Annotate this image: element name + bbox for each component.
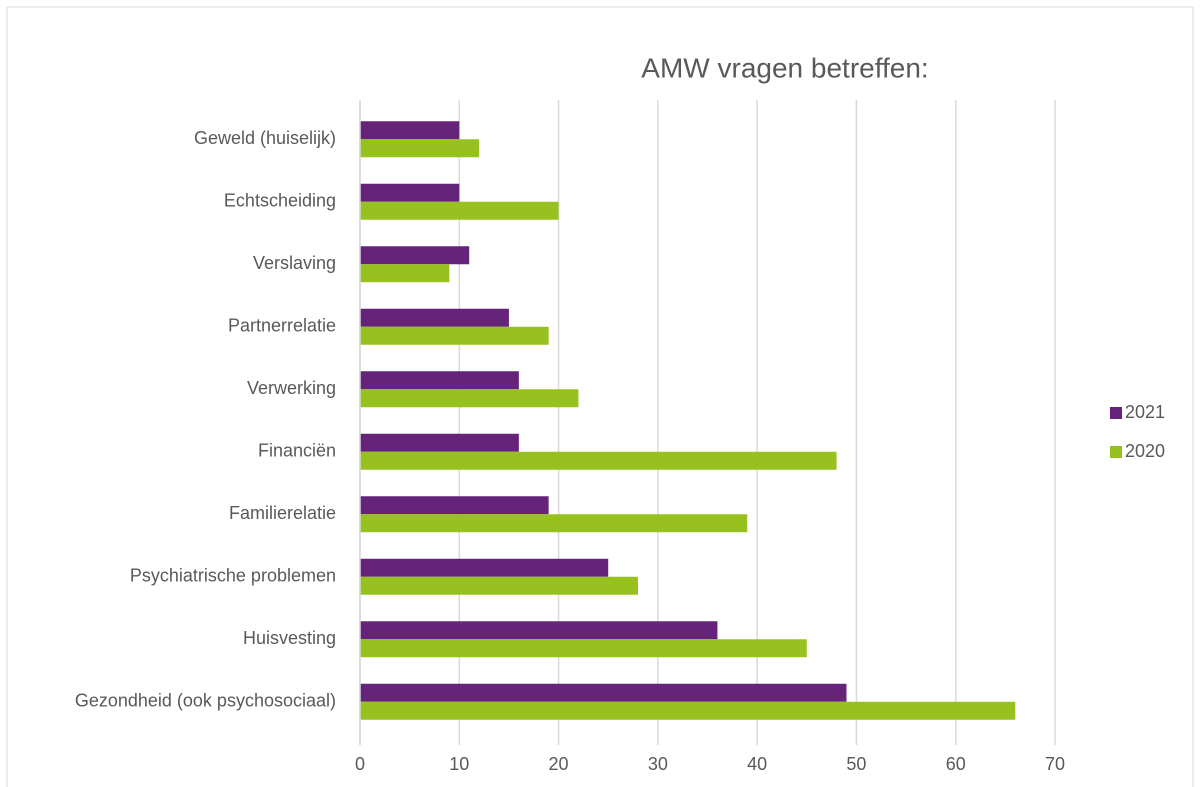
- bar: [360, 451, 837, 470]
- y-tick-label: Geweld (huiselijk): [194, 128, 336, 148]
- y-tick-label: Verslaving: [253, 253, 336, 273]
- bar: [360, 576, 638, 595]
- bar: [360, 371, 519, 390]
- bar: [360, 308, 509, 327]
- y-tick-label: Psychiatrische problemen: [130, 566, 336, 586]
- legend-swatch: [1110, 446, 1122, 458]
- y-tick-label: Verwerking: [247, 378, 336, 398]
- legend-swatch: [1110, 407, 1122, 419]
- x-tick-label: 60: [946, 754, 966, 774]
- chart-title: AMW vragen betreffen:: [641, 52, 928, 83]
- legend-label: 2020: [1125, 441, 1165, 461]
- bar: [360, 514, 748, 533]
- y-tick-label: Huisvesting: [243, 628, 336, 648]
- x-tick-label: 20: [549, 754, 569, 774]
- bar: [360, 121, 460, 140]
- bar: [360, 558, 609, 577]
- y-tick-label: Gezondheid (ook psychosociaal): [75, 691, 336, 711]
- bar: [360, 139, 480, 158]
- bar: [360, 683, 847, 702]
- x-tick-label: 0: [355, 754, 365, 774]
- bar: [360, 183, 460, 202]
- y-tick-label: Echtscheiding: [224, 191, 336, 211]
- bar: [360, 326, 549, 345]
- bar: [360, 389, 579, 408]
- bar: [360, 201, 559, 220]
- y-tick-label: Financiën: [258, 441, 336, 461]
- bar: [360, 701, 1016, 720]
- bar: [360, 639, 807, 658]
- bar: [360, 246, 470, 265]
- x-tick-label: 70: [1045, 754, 1065, 774]
- y-tick-label: Partnerrelatie: [228, 316, 336, 336]
- chart-frame: [6, 6, 1194, 787]
- bar: [360, 496, 549, 515]
- x-tick-label: 50: [846, 754, 866, 774]
- legend-label: 2021: [1125, 402, 1165, 422]
- bar: [360, 621, 718, 640]
- y-tick-label: Familierelatie: [229, 503, 336, 523]
- bar: [360, 433, 519, 452]
- x-tick-label: 30: [648, 754, 668, 774]
- x-tick-label: 10: [449, 754, 469, 774]
- bar: [360, 264, 450, 283]
- x-tick-label: 40: [747, 754, 767, 774]
